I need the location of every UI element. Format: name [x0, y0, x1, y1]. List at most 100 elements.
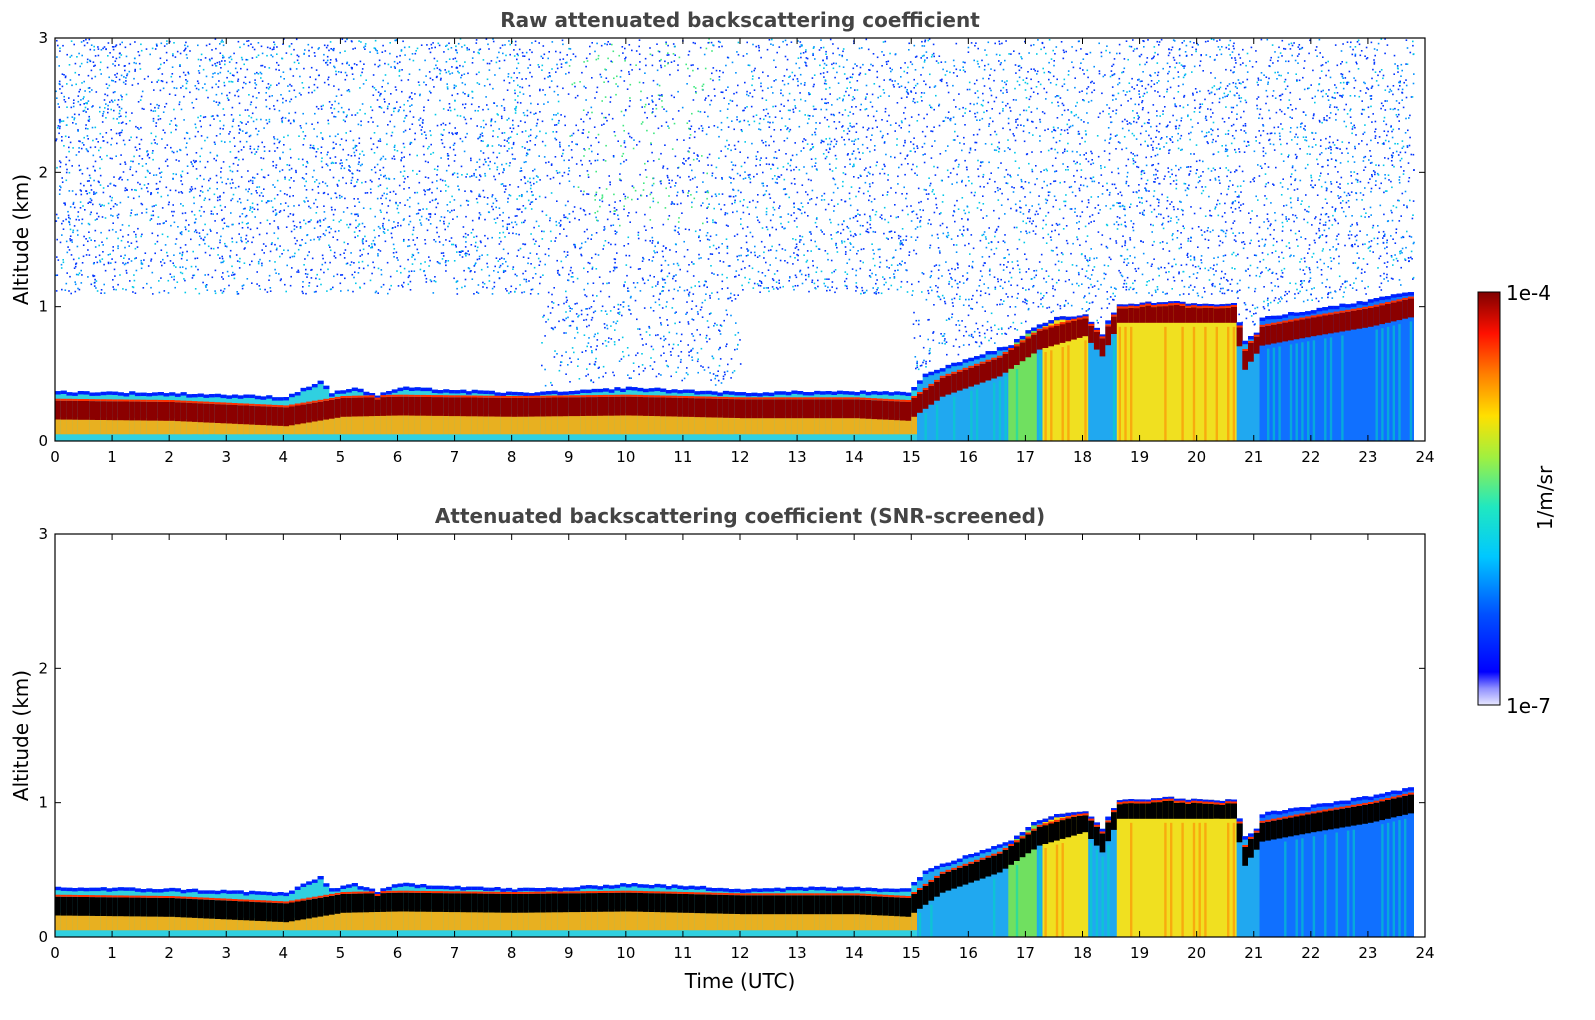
noise-speck: [304, 222, 307, 225]
noise-speck: [262, 243, 265, 245]
noise-speck: [137, 101, 140, 103]
noise-speck: [266, 219, 269, 222]
noise-speck: [160, 176, 162, 178]
noise-speck: [1195, 48, 1197, 51]
noise-speck: [1304, 129, 1306, 131]
noise-speck: [253, 208, 256, 210]
noise-speck: [891, 80, 894, 82]
noise-speck: [1062, 228, 1065, 230]
noise-speck: [1254, 287, 1257, 290]
noise-speck: [1200, 192, 1203, 195]
noise-speck: [1167, 167, 1169, 169]
noise-speck: [56, 166, 58, 169]
noise-speck: [908, 49, 910, 51]
noise-speck: [1062, 152, 1064, 154]
noise-speck: [915, 319, 918, 322]
noise-speck: [364, 112, 366, 115]
noise-speck: [503, 59, 506, 62]
noise-speck: [1104, 166, 1106, 168]
noise-speck: [767, 121, 769, 123]
noise-speck: [618, 54, 620, 57]
noise-speck: [1410, 250, 1413, 253]
noise-speck: [461, 46, 463, 48]
noise-speck: [897, 269, 899, 271]
noise-speck: [402, 286, 404, 288]
noise-speck: [1178, 62, 1181, 64]
noise-speck: [197, 82, 200, 85]
noise-speck: [1014, 139, 1017, 142]
noise-speck: [549, 217, 551, 219]
noise-speck: [484, 245, 487, 247]
noise-speck: [94, 229, 97, 232]
noise-speck: [657, 94, 660, 96]
noise-speck: [266, 291, 269, 293]
noise-speck: [1320, 185, 1323, 188]
noise-speck: [994, 180, 996, 183]
noise-speck: [1027, 307, 1030, 310]
noise-speck: [92, 165, 95, 168]
noise-speck: [1397, 67, 1399, 70]
noise-speck: [678, 56, 681, 59]
noise-speck: [690, 125, 693, 128]
noise-speck: [990, 94, 993, 97]
noise-speck: [641, 338, 643, 340]
noise-speck: [1194, 88, 1197, 90]
noise-speck: [1082, 58, 1085, 60]
noise-speck: [951, 183, 953, 185]
noise-speck: [434, 213, 436, 215]
noise-speck: [529, 71, 531, 74]
noise-speck: [223, 84, 226, 87]
noise-speck: [387, 63, 390, 66]
noise-speck: [393, 65, 396, 68]
noise-speck: [706, 238, 709, 241]
noise-speck: [498, 243, 501, 245]
noise-speck: [1390, 154, 1393, 157]
noise-speck: [1374, 54, 1376, 57]
noise-speck: [752, 75, 754, 77]
noise-speck: [386, 193, 388, 195]
noise-speck: [1410, 236, 1413, 238]
noise-speck: [199, 155, 201, 158]
noise-speck: [1412, 276, 1415, 279]
noise-speck: [829, 289, 831, 292]
noise-speck: [726, 108, 729, 110]
noise-speck: [1040, 303, 1042, 305]
noise-speck: [508, 117, 510, 120]
noise-speck: [556, 259, 558, 262]
noise-speck: [780, 92, 782, 95]
noise-speck: [805, 278, 807, 281]
noise-speck: [262, 176, 265, 178]
noise-speck: [1195, 172, 1197, 175]
noise-speck: [849, 76, 852, 78]
noise-speck: [989, 87, 991, 90]
noise-speck: [173, 275, 175, 278]
noise-speck: [1122, 71, 1125, 73]
noise-speck: [1260, 79, 1262, 81]
noise-speck: [288, 112, 290, 115]
noise-speck: [170, 224, 172, 227]
noise-speck: [1045, 91, 1048, 94]
noise-speck: [773, 59, 775, 62]
noise-speck: [690, 64, 693, 67]
noise-speck: [403, 109, 405, 112]
noise-speck: [830, 234, 832, 236]
noise-speck: [280, 203, 282, 205]
noise-speck: [794, 285, 797, 287]
noise-speck: [1145, 130, 1147, 132]
noise-speck: [914, 228, 917, 230]
noise-speck: [978, 335, 981, 337]
noise-speck: [1141, 211, 1144, 214]
noise-speck: [1296, 55, 1299, 57]
noise-speck: [806, 143, 809, 145]
noise-speck: [835, 167, 837, 169]
noise-speck: [754, 254, 756, 257]
noise-speck: [1177, 127, 1180, 130]
noise-speck: [1392, 108, 1394, 111]
noise-speck: [289, 284, 292, 287]
noise-speck: [943, 297, 945, 299]
noise-speck: [392, 227, 394, 229]
noise-speck: [1067, 74, 1070, 76]
noise-speck: [916, 82, 919, 85]
noise-speck: [1384, 139, 1387, 142]
noise-speck: [1084, 255, 1086, 257]
